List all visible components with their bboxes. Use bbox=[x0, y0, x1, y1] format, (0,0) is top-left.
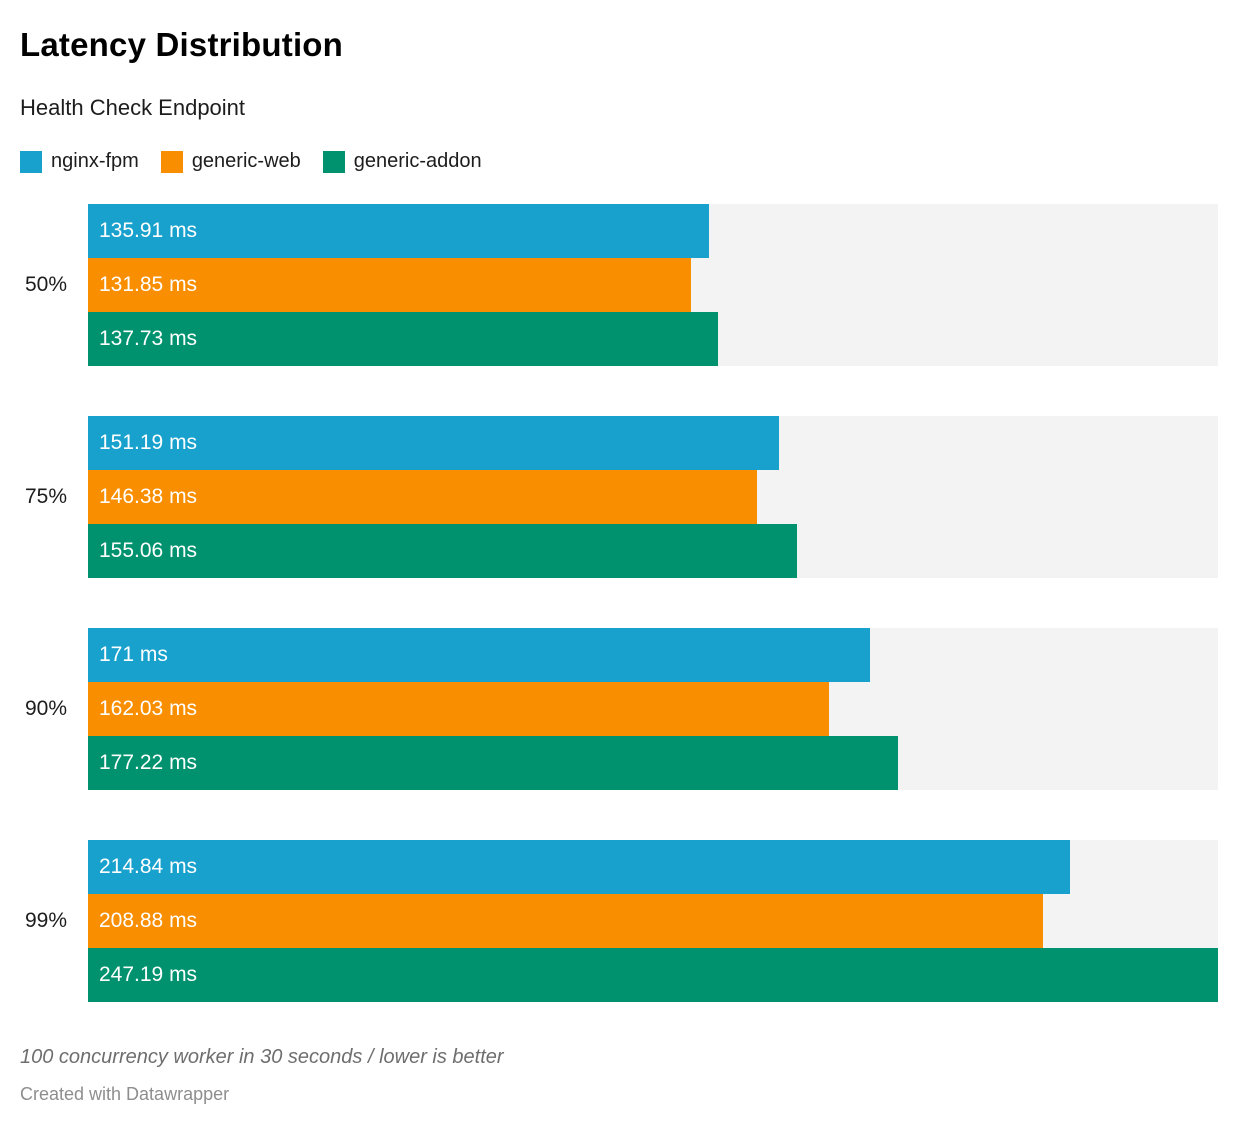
legend-label: generic-web bbox=[191, 150, 301, 173]
bar-value-label: 214.84 ms bbox=[99, 855, 198, 879]
bar-chart: 50% 135.91 ms 131.85 ms 137.73 ms 75% 151.19 … bbox=[0, 204, 1240, 1003]
category-label: 75% bbox=[24, 485, 67, 509]
bar-value-label: 162.03 ms bbox=[99, 697, 198, 721]
bar-nginx-fpm: 171 ms bbox=[88, 628, 870, 683]
bar-generic-addon: 177.22 ms bbox=[88, 736, 899, 791]
bar-track: 171 ms bbox=[88, 628, 1218, 683]
bar-track: 135.91 ms bbox=[88, 204, 1218, 259]
bar-value-label: 171 ms bbox=[99, 643, 168, 667]
bars-cell: 171 ms 162.03 ms 177.22 ms bbox=[88, 628, 1218, 791]
bar-track: 208.88 ms bbox=[88, 894, 1218, 949]
bar-nginx-fpm: 214.84 ms bbox=[88, 840, 1071, 895]
legend-item-generic-web: generic-web bbox=[160, 150, 301, 173]
bar-value-label: 151.19 ms bbox=[99, 431, 198, 455]
bar-track: 151.19 ms bbox=[88, 416, 1218, 471]
page-title: Latency Distribution bbox=[20, 26, 344, 63]
bar-track: 146.38 ms bbox=[88, 470, 1218, 525]
legend-swatch-icon bbox=[322, 150, 345, 173]
bar-value-label: 177.22 ms bbox=[99, 751, 198, 775]
category-label: 50% bbox=[24, 273, 67, 297]
bar-generic-web: 131.85 ms bbox=[88, 258, 691, 313]
bar-value-label: 135.91 ms bbox=[99, 219, 198, 243]
bar-group-75pct: 75% 151.19 ms 146.38 ms 155.06 ms bbox=[0, 416, 1240, 579]
attribution: Created with Datawrapper bbox=[20, 1084, 230, 1105]
bar-track: 247.19 ms bbox=[88, 948, 1218, 1003]
footer-note: 100 concurrency worker in 30 seconds / l… bbox=[20, 1046, 504, 1069]
category-label: 90% bbox=[24, 697, 67, 721]
bar-value-label: 137.73 ms bbox=[99, 327, 198, 351]
bar-value-label: 247.19 ms bbox=[99, 963, 198, 987]
bar-value-label: 131.85 ms bbox=[99, 273, 198, 297]
bar-generic-addon: 137.73 ms bbox=[88, 312, 718, 367]
bar-generic-addon: 247.19 ms bbox=[88, 948, 1218, 1003]
bar-value-label: 146.38 ms bbox=[99, 485, 198, 509]
chart-subtitle: Health Check Endpoint bbox=[20, 94, 246, 120]
bar-group-99pct: 99% 214.84 ms 208.88 ms 247.19 ms bbox=[0, 840, 1240, 1003]
legend-swatch-icon bbox=[20, 150, 42, 173]
bar-generic-web: 208.88 ms bbox=[88, 894, 1043, 949]
bar-track: 155.06 ms bbox=[88, 524, 1218, 579]
category-label-cell: 50% bbox=[0, 204, 88, 366]
category-label-cell: 75% bbox=[0, 416, 88, 578]
chart-footer: 100 concurrency worker in 30 seconds / l… bbox=[0, 1002, 1240, 1105]
bar-generic-web: 146.38 ms bbox=[88, 470, 758, 525]
bars-cell: 135.91 ms 131.85 ms 137.73 ms bbox=[88, 204, 1218, 367]
legend-label: generic-addon bbox=[353, 150, 482, 173]
chart-header: Latency Distribution Health Check Endpoi… bbox=[0, 0, 1240, 173]
bar-generic-web: 162.03 ms bbox=[88, 682, 829, 737]
legend-label: nginx-fpm bbox=[51, 150, 139, 173]
bars-cell: 214.84 ms 208.88 ms 247.19 ms bbox=[88, 840, 1218, 1003]
bar-nginx-fpm: 135.91 ms bbox=[88, 204, 710, 259]
legend-swatch-icon bbox=[160, 150, 183, 173]
bar-track: 214.84 ms bbox=[88, 840, 1218, 895]
bar-track: 131.85 ms bbox=[88, 258, 1218, 313]
bar-value-label: 155.06 ms bbox=[99, 539, 198, 563]
bar-generic-addon: 155.06 ms bbox=[88, 524, 797, 579]
legend-item-nginx-fpm: nginx-fpm bbox=[20, 150, 139, 173]
bar-track: 137.73 ms bbox=[88, 312, 1218, 367]
legend: nginx-fpm generic-web generic-addon bbox=[20, 150, 1220, 173]
bars-cell: 151.19 ms 146.38 ms 155.06 ms bbox=[88, 416, 1218, 579]
bar-nginx-fpm: 151.19 ms bbox=[88, 416, 780, 471]
bar-track: 177.22 ms bbox=[88, 736, 1218, 791]
bar-group-90pct: 90% 171 ms 162.03 ms 177.22 ms bbox=[0, 628, 1240, 791]
bar-track: 162.03 ms bbox=[88, 682, 1218, 737]
bar-value-label: 208.88 ms bbox=[99, 909, 198, 933]
bar-group-50pct: 50% 135.91 ms 131.85 ms 137.73 ms bbox=[0, 204, 1240, 367]
category-label: 99% bbox=[24, 909, 67, 933]
legend-item-generic-addon: generic-addon bbox=[322, 150, 482, 173]
category-label-cell: 90% bbox=[0, 628, 88, 790]
category-label-cell: 99% bbox=[0, 840, 88, 1002]
